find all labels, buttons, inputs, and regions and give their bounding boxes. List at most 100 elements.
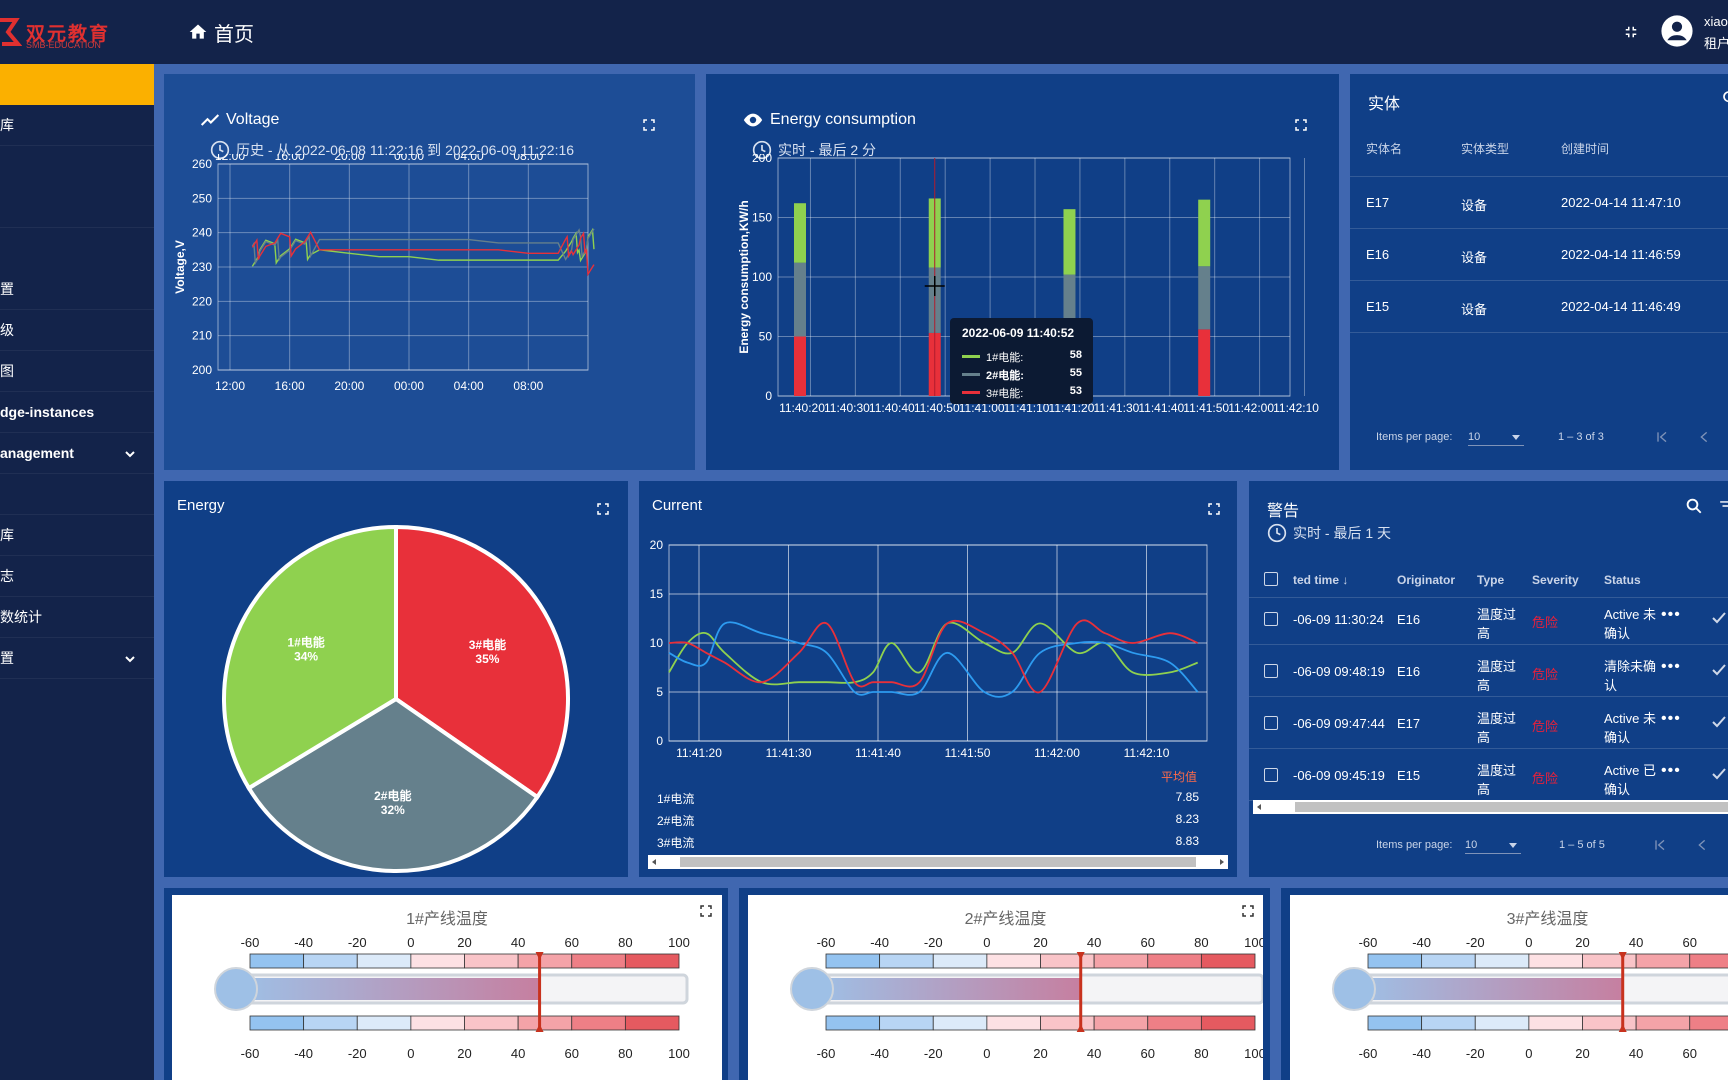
legend-item-label[interactable]: 1#电流 bbox=[657, 792, 695, 806]
row-checkbox[interactable] bbox=[1264, 716, 1278, 730]
breadcrumb[interactable]: 首页 bbox=[188, 20, 254, 46]
fullscreen-icon[interactable] bbox=[1242, 905, 1254, 917]
column-header[interactable]: 创建时间 bbox=[1561, 142, 1610, 156]
column-header[interactable]: Originator bbox=[1397, 573, 1456, 587]
entity-name[interactable]: E17 bbox=[1366, 195, 1390, 210]
alarm-originator[interactable]: E16 bbox=[1397, 612, 1421, 627]
fullscreen-icon[interactable] bbox=[1208, 503, 1220, 515]
items-per-page-select[interactable]: 10 bbox=[1468, 424, 1524, 446]
more-icon[interactable]: ••• bbox=[1661, 762, 1681, 779]
table-row[interactable]: -06-09 09:47:44 E17 温度过高 危险 Active 未确认 ••• bbox=[1249, 697, 1728, 749]
scale-band bbox=[1635, 953, 1691, 969]
sidebar-item-edge-instances[interactable]: dge-instances bbox=[0, 392, 154, 433]
more-icon[interactable]: ••• bbox=[1661, 710, 1681, 727]
brand-sub: SMB-EDUCATION bbox=[26, 40, 101, 50]
column-header[interactable]: Status bbox=[1604, 573, 1641, 587]
fullscreen-icon[interactable] bbox=[643, 119, 655, 131]
x-tick-label: 11:41:30 bbox=[1093, 401, 1139, 415]
check-icon[interactable] bbox=[1711, 611, 1727, 625]
scroll-left-icon[interactable] bbox=[1257, 804, 1261, 810]
sidebar-item-5[interactable]: 级 bbox=[0, 310, 154, 351]
column-header[interactable]: ted time ↓ bbox=[1293, 573, 1348, 587]
select-value: 10 bbox=[1468, 431, 1481, 443]
check-icon[interactable] bbox=[1711, 663, 1727, 677]
first-page-icon[interactable] bbox=[1654, 429, 1670, 445]
scale-band bbox=[356, 1015, 412, 1031]
sidebar-item-2[interactable] bbox=[0, 146, 154, 187]
user-name[interactable]: xiao bbox=[1704, 14, 1728, 29]
alarm-originator[interactable]: E15 bbox=[1397, 768, 1421, 783]
sidebar-item-6[interactable]: 图 bbox=[0, 351, 154, 392]
fullscreen-icon[interactable] bbox=[597, 503, 609, 515]
x-tick-label: 04:00 bbox=[454, 379, 484, 393]
search-icon[interactable] bbox=[1685, 497, 1703, 515]
sidebar-item-management[interactable]: anagement bbox=[0, 433, 154, 474]
more-icon[interactable]: ••• bbox=[1661, 658, 1681, 675]
x-tick-label-top: 16:00 bbox=[275, 154, 305, 163]
more-icon[interactable]: ••• bbox=[1661, 606, 1681, 623]
scale-label: 40 bbox=[511, 1046, 525, 1061]
sidebar-item-11[interactable]: 志 bbox=[0, 556, 154, 597]
table-row[interactable]: -06-09 11:30:24 E16 温度过高 危险 Active 未确认 ••• bbox=[1249, 599, 1728, 645]
row-checkbox[interactable] bbox=[1264, 612, 1278, 626]
sidebar-item-9[interactable] bbox=[0, 474, 154, 515]
legend-item-label[interactable]: 2#电流 bbox=[657, 814, 695, 828]
alarm-originator[interactable]: E17 bbox=[1397, 716, 1421, 731]
sidebar-item-10[interactable]: 库 bbox=[0, 515, 154, 556]
x-tick-label: 11:41:00 bbox=[959, 401, 1005, 415]
sidebar-item-home[interactable] bbox=[0, 64, 154, 105]
scale-band bbox=[1040, 1015, 1095, 1031]
filter-icon[interactable] bbox=[1719, 499, 1728, 513]
entity-name[interactable]: E15 bbox=[1366, 299, 1390, 314]
scale-band bbox=[932, 953, 988, 969]
scale-band bbox=[303, 953, 358, 969]
previous-page-icon[interactable] bbox=[1694, 837, 1710, 853]
exit-fullscreen-icon[interactable] bbox=[1622, 23, 1640, 41]
sidebar-item-3[interactable] bbox=[0, 187, 154, 228]
scrollbar-thumb[interactable] bbox=[680, 857, 1196, 867]
alarm-type: 温度过高 bbox=[1477, 760, 1516, 798]
scale-label: -20 bbox=[924, 1046, 943, 1061]
legend-item-label[interactable]: 3#电流 bbox=[657, 836, 695, 850]
search-icon[interactable] bbox=[1722, 90, 1728, 106]
thermometer-card: 3#产线温度 -60-60-40-40-20-20002020404060608… bbox=[1290, 895, 1728, 1080]
sidebar-item-1[interactable]: 库 bbox=[0, 105, 154, 146]
first-page-icon[interactable] bbox=[1652, 837, 1668, 853]
column-header[interactable]: Severity bbox=[1532, 573, 1579, 587]
column-header[interactable]: 实体名 bbox=[1366, 142, 1403, 156]
previous-page-icon[interactable] bbox=[1696, 429, 1712, 445]
x-tick-label-top: 12:00 bbox=[215, 154, 245, 163]
alarm-originator[interactable]: E16 bbox=[1397, 664, 1421, 679]
horizontal-scrollbar[interactable] bbox=[648, 855, 1228, 869]
scroll-right-icon[interactable] bbox=[1220, 859, 1224, 865]
account-icon[interactable] bbox=[1660, 14, 1694, 48]
entity-type: 设备 bbox=[1461, 198, 1488, 213]
scale-band bbox=[986, 1015, 1041, 1031]
scrollbar-thumb[interactable] bbox=[1295, 802, 1728, 812]
horizontal-scrollbar[interactable] bbox=[1253, 800, 1728, 814]
brand-name: 双元教育 bbox=[26, 24, 111, 45]
voltage-chart: 20021022023024025026012:0012:0016:0016:0… bbox=[173, 154, 595, 393]
y-tick-label: 5 bbox=[656, 685, 663, 699]
sidebar-item-4[interactable]: 置 bbox=[0, 269, 154, 310]
scale-band bbox=[410, 1015, 465, 1031]
fullscreen-icon[interactable] bbox=[1295, 119, 1307, 131]
fullscreen-icon[interactable] bbox=[700, 905, 712, 917]
items-per-page-select[interactable]: 10 bbox=[1465, 832, 1521, 854]
sidebar-item-12[interactable]: 数统计 bbox=[0, 597, 154, 638]
scroll-left-icon[interactable] bbox=[652, 859, 656, 865]
row-checkbox[interactable] bbox=[1264, 768, 1278, 782]
scale-band bbox=[624, 1015, 680, 1031]
pie-slice bbox=[222, 524, 398, 791]
check-icon[interactable] bbox=[1711, 715, 1727, 729]
table-row[interactable]: -06-09 09:48:19 E16 温度过高 危险 清除未确认 ••• bbox=[1249, 645, 1728, 697]
column-header[interactable]: 实体类型 bbox=[1461, 142, 1510, 156]
sidebar-item-13[interactable]: 置 bbox=[0, 638, 154, 679]
row-checkbox[interactable] bbox=[1264, 664, 1278, 678]
check-icon[interactable] bbox=[1711, 767, 1727, 781]
table-row[interactable]: -06-09 09:45:19 E15 温度过高 危险 Active 已确认 ••• bbox=[1249, 749, 1728, 801]
entity-name[interactable]: E16 bbox=[1366, 247, 1390, 262]
column-header[interactable]: Type bbox=[1477, 573, 1505, 587]
select-all-checkbox[interactable] bbox=[1264, 572, 1278, 586]
